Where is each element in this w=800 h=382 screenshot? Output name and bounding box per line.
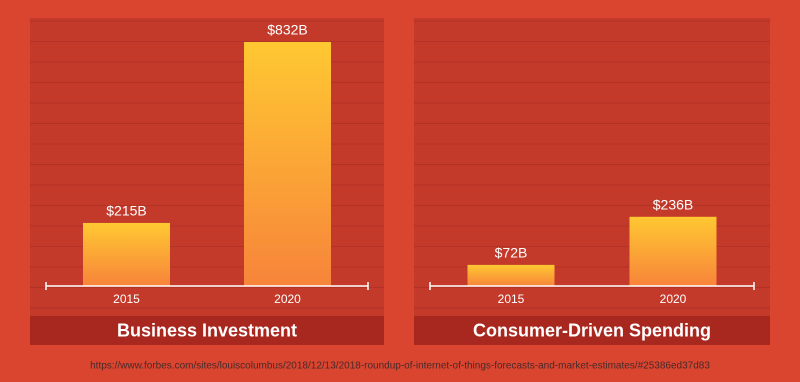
panel-grid: [414, 18, 770, 316]
x-tick-label: 2015: [113, 292, 140, 306]
value-label: $72B: [495, 245, 528, 261]
chart-title: Business Investment: [117, 320, 297, 340]
title-band: [30, 316, 384, 345]
value-label: $236B: [653, 196, 693, 212]
x-tick-label: 2020: [274, 292, 301, 306]
bar: [244, 42, 331, 286]
chart-title: Consumer-Driven Spending: [473, 320, 711, 340]
bar: [629, 216, 717, 286]
x-tick-label: 2015: [498, 292, 525, 306]
value-label: $832B: [267, 22, 307, 38]
bar: [83, 222, 170, 286]
value-label: $215B: [106, 203, 146, 219]
title-band: [414, 316, 770, 345]
x-tick-label: 2020: [660, 292, 687, 306]
source-url: https://www.forbes.com/sites/louiscolumb…: [90, 361, 710, 372]
bar: [467, 264, 555, 286]
